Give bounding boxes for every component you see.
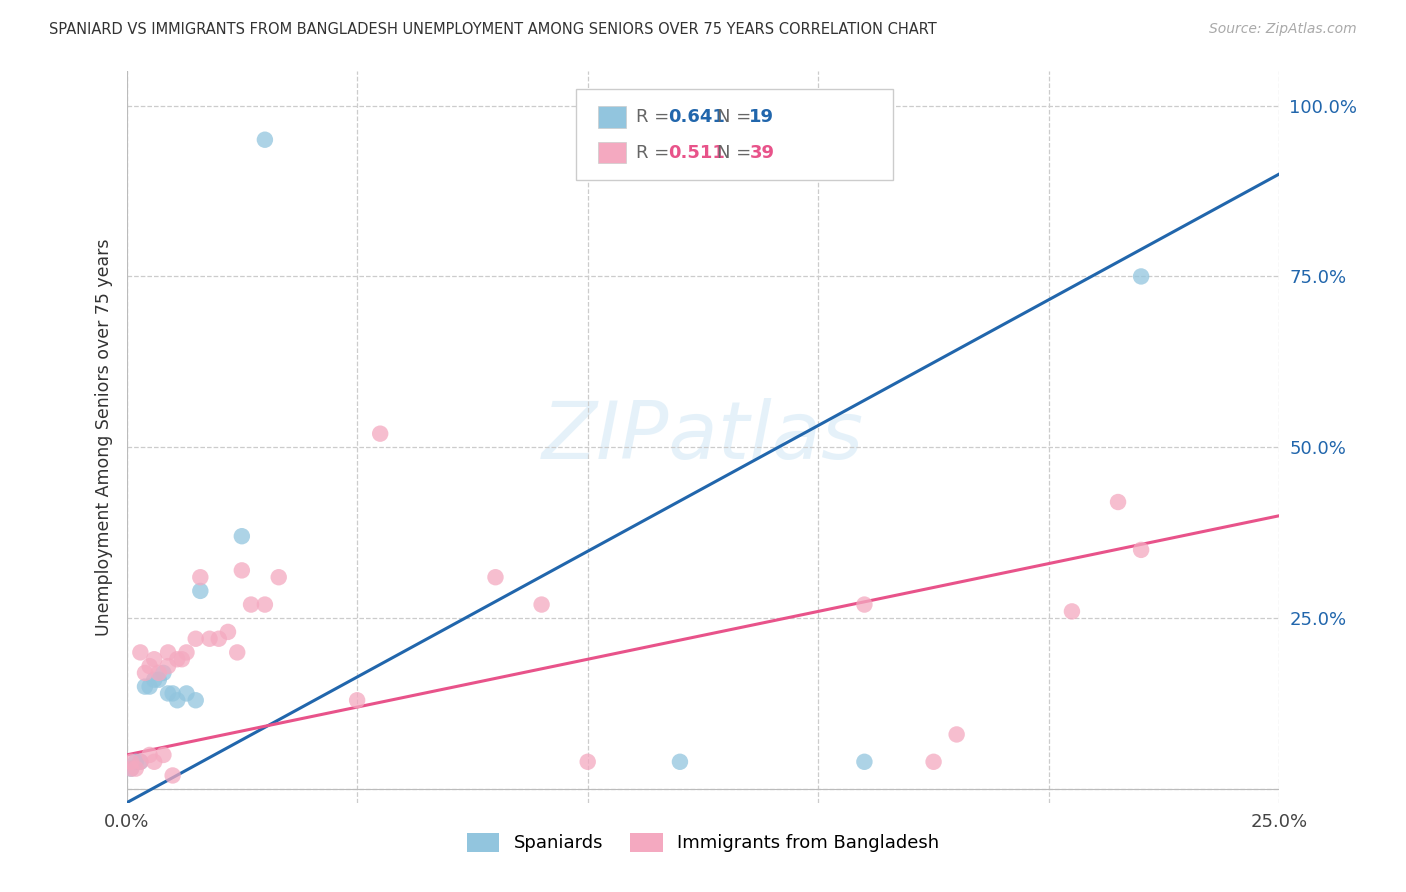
Point xyxy=(1130,542,1153,557)
Point xyxy=(134,665,156,680)
Point xyxy=(152,665,174,680)
Text: ZIPatlas: ZIPatlas xyxy=(541,398,865,476)
Text: 0.511: 0.511 xyxy=(668,144,724,161)
Point xyxy=(231,563,253,577)
Point xyxy=(240,598,263,612)
Text: 0.641: 0.641 xyxy=(668,108,724,126)
Point xyxy=(945,727,967,741)
Point xyxy=(208,632,231,646)
Point xyxy=(346,693,368,707)
Point xyxy=(138,747,160,762)
Point xyxy=(157,686,180,700)
Point xyxy=(152,747,174,762)
Point xyxy=(231,529,253,543)
Point xyxy=(184,693,207,707)
Point xyxy=(368,426,391,441)
Point xyxy=(143,652,166,666)
Text: N =: N = xyxy=(717,144,756,161)
Point xyxy=(166,693,188,707)
Point xyxy=(1107,495,1129,509)
Point xyxy=(226,645,249,659)
Point xyxy=(157,645,180,659)
Text: R =: R = xyxy=(636,144,675,161)
Point xyxy=(184,632,207,646)
Point xyxy=(125,762,148,776)
Point xyxy=(129,755,152,769)
Y-axis label: Unemployment Among Seniors over 75 years: Unemployment Among Seniors over 75 years xyxy=(94,238,112,636)
Point xyxy=(134,680,156,694)
Point xyxy=(576,755,599,769)
Point xyxy=(129,645,152,659)
Point xyxy=(162,768,184,782)
Point xyxy=(176,686,198,700)
Point xyxy=(530,598,553,612)
Point xyxy=(138,680,160,694)
Point xyxy=(484,570,506,584)
Point xyxy=(188,583,211,598)
Text: Source: ZipAtlas.com: Source: ZipAtlas.com xyxy=(1209,22,1357,37)
Point xyxy=(166,652,188,666)
Point xyxy=(176,645,198,659)
Point xyxy=(853,598,876,612)
Point xyxy=(143,673,166,687)
Point xyxy=(188,570,211,584)
Point xyxy=(148,665,170,680)
Point xyxy=(853,755,876,769)
Point xyxy=(143,755,166,769)
Point xyxy=(922,755,945,769)
Point xyxy=(120,762,142,776)
Legend: Spaniards, Immigrants from Bangladesh: Spaniards, Immigrants from Bangladesh xyxy=(460,826,946,860)
Text: N =: N = xyxy=(717,108,756,126)
Text: SPANIARD VS IMMIGRANTS FROM BANGLADESH UNEMPLOYMENT AMONG SENIORS OVER 75 YEARS : SPANIARD VS IMMIGRANTS FROM BANGLADESH U… xyxy=(49,22,936,37)
Point xyxy=(669,755,692,769)
Text: R =: R = xyxy=(636,108,675,126)
Point xyxy=(148,673,170,687)
Point xyxy=(138,659,160,673)
Point xyxy=(162,686,184,700)
Point xyxy=(129,755,152,769)
Point xyxy=(217,624,239,639)
Point xyxy=(170,652,193,666)
Point xyxy=(120,755,142,769)
Point xyxy=(267,570,290,584)
Text: 19: 19 xyxy=(749,108,775,126)
Point xyxy=(1060,604,1083,618)
Text: 39: 39 xyxy=(749,144,775,161)
Point xyxy=(120,762,142,776)
Point xyxy=(253,133,276,147)
Point xyxy=(125,755,148,769)
Point xyxy=(253,598,276,612)
Point xyxy=(157,659,180,673)
Point xyxy=(1130,269,1153,284)
Point xyxy=(198,632,221,646)
